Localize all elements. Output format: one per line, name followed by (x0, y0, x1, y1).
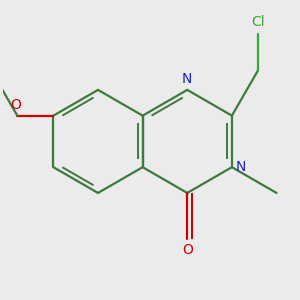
Text: N: N (236, 160, 246, 174)
Text: N: N (182, 72, 193, 86)
Text: O: O (11, 98, 22, 112)
Text: Cl: Cl (251, 15, 265, 29)
Text: O: O (182, 243, 193, 257)
